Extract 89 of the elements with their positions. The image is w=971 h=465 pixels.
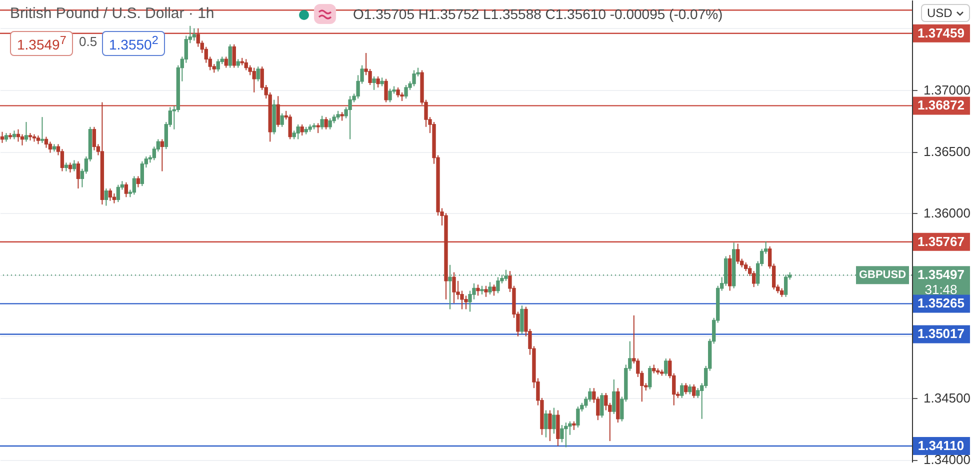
candlestick (224, 56, 228, 68)
candlestick (108, 188, 112, 202)
y-tick-label: 1.36500 (924, 144, 970, 160)
candlestick (232, 44, 236, 68)
candlestick (320, 115, 324, 130)
candlestick (140, 160, 144, 187)
candlestick (736, 243, 740, 264)
y-tick-label: 1.36000 (924, 206, 970, 221)
candlestick (252, 67, 256, 93)
candlestick (404, 84, 408, 100)
candlestick (576, 406, 580, 428)
candlestick (288, 114, 292, 140)
candlestick (388, 88, 392, 103)
candlestick (76, 160, 80, 189)
candlestick (696, 388, 700, 398)
candlestick (192, 28, 196, 42)
candlestick (680, 382, 684, 398)
candlestick (384, 78, 388, 103)
candlestick (216, 58, 220, 72)
candlestick (412, 70, 416, 87)
candlestick (488, 282, 492, 295)
candlestick (348, 96, 352, 140)
y-tick-label: 1.34500 (924, 390, 970, 406)
annotation: 1.3549$^{7}$ (10, 31, 74, 56)
candlestick (556, 410, 560, 446)
candlestick (316, 122, 320, 134)
candlestick (24, 121, 28, 142)
candlestick (256, 66, 260, 82)
candlestick (484, 285, 488, 298)
ref-line-label: 1.34110 (918, 438, 964, 453)
annotation: 0.5 (79, 34, 98, 49)
candlestick (60, 148, 64, 172)
candlestick (300, 124, 304, 136)
candlestick (564, 422, 568, 448)
candlestick (328, 118, 332, 130)
annotation: 1.3550$^{2}$ (102, 31, 166, 56)
ref-line-label: 1.37459 (918, 25, 964, 40)
candlestick (476, 284, 480, 296)
candlestick (48, 141, 52, 154)
candlestick (228, 44, 232, 68)
candlestick (68, 162, 72, 173)
candlestick (72, 160, 76, 172)
candlestick (372, 76, 376, 90)
candlestick (40, 116, 44, 144)
candlestick (492, 284, 496, 296)
candlestick (496, 276, 500, 294)
ref-line-label: 1.35497 (918, 267, 964, 282)
candlestick (132, 176, 136, 196)
candlestick (692, 384, 696, 398)
candlestick (112, 192, 116, 204)
candlestick (464, 295, 468, 310)
candlestick (20, 134, 24, 146)
ref-line-label: 1.35017 (918, 326, 964, 342)
candlestick (280, 112, 284, 128)
candlestick (124, 182, 128, 198)
candlestick (276, 96, 280, 128)
candlestick (544, 410, 548, 438)
annotation: O1.35705 H1.35752 L1.35588 C1.35610 -0.00095 (-0.07%) (353, 6, 723, 22)
candlestick (600, 392, 604, 418)
candlestick (648, 365, 652, 390)
candlestick (612, 378, 616, 414)
candlestick (16, 128, 20, 142)
candlestick (296, 124, 300, 140)
candlestick (548, 410, 552, 442)
candlestick (376, 76, 380, 88)
candlestick (452, 272, 456, 304)
candlestick (160, 138, 164, 172)
candlestick (396, 86, 400, 98)
ref-line-label: 1.35265 (918, 296, 964, 311)
ref-line-label: 1.36872 (918, 98, 964, 113)
ref-line-label: 1.35767 (918, 234, 964, 249)
candlestick (92, 126, 96, 151)
text: 31:48 (924, 282, 958, 298)
candlestick (664, 358, 668, 376)
candlestick (520, 305, 524, 334)
candlestick (244, 58, 248, 71)
candlestick (136, 176, 140, 188)
candlestick (104, 188, 108, 206)
y-tick-label: 1.37000 (924, 82, 970, 98)
candlestick (684, 382, 688, 395)
candlestick (116, 184, 120, 203)
candlestick (552, 407, 556, 434)
annotation: GBPUSD (858, 269, 906, 282)
candlestick (0, 131, 4, 144)
y-tick-label: 1.34000 (924, 452, 970, 465)
text: USD (921, 4, 970, 22)
candlestick (324, 116, 328, 130)
candlestick (560, 424, 564, 443)
candlestick (688, 384, 692, 395)
